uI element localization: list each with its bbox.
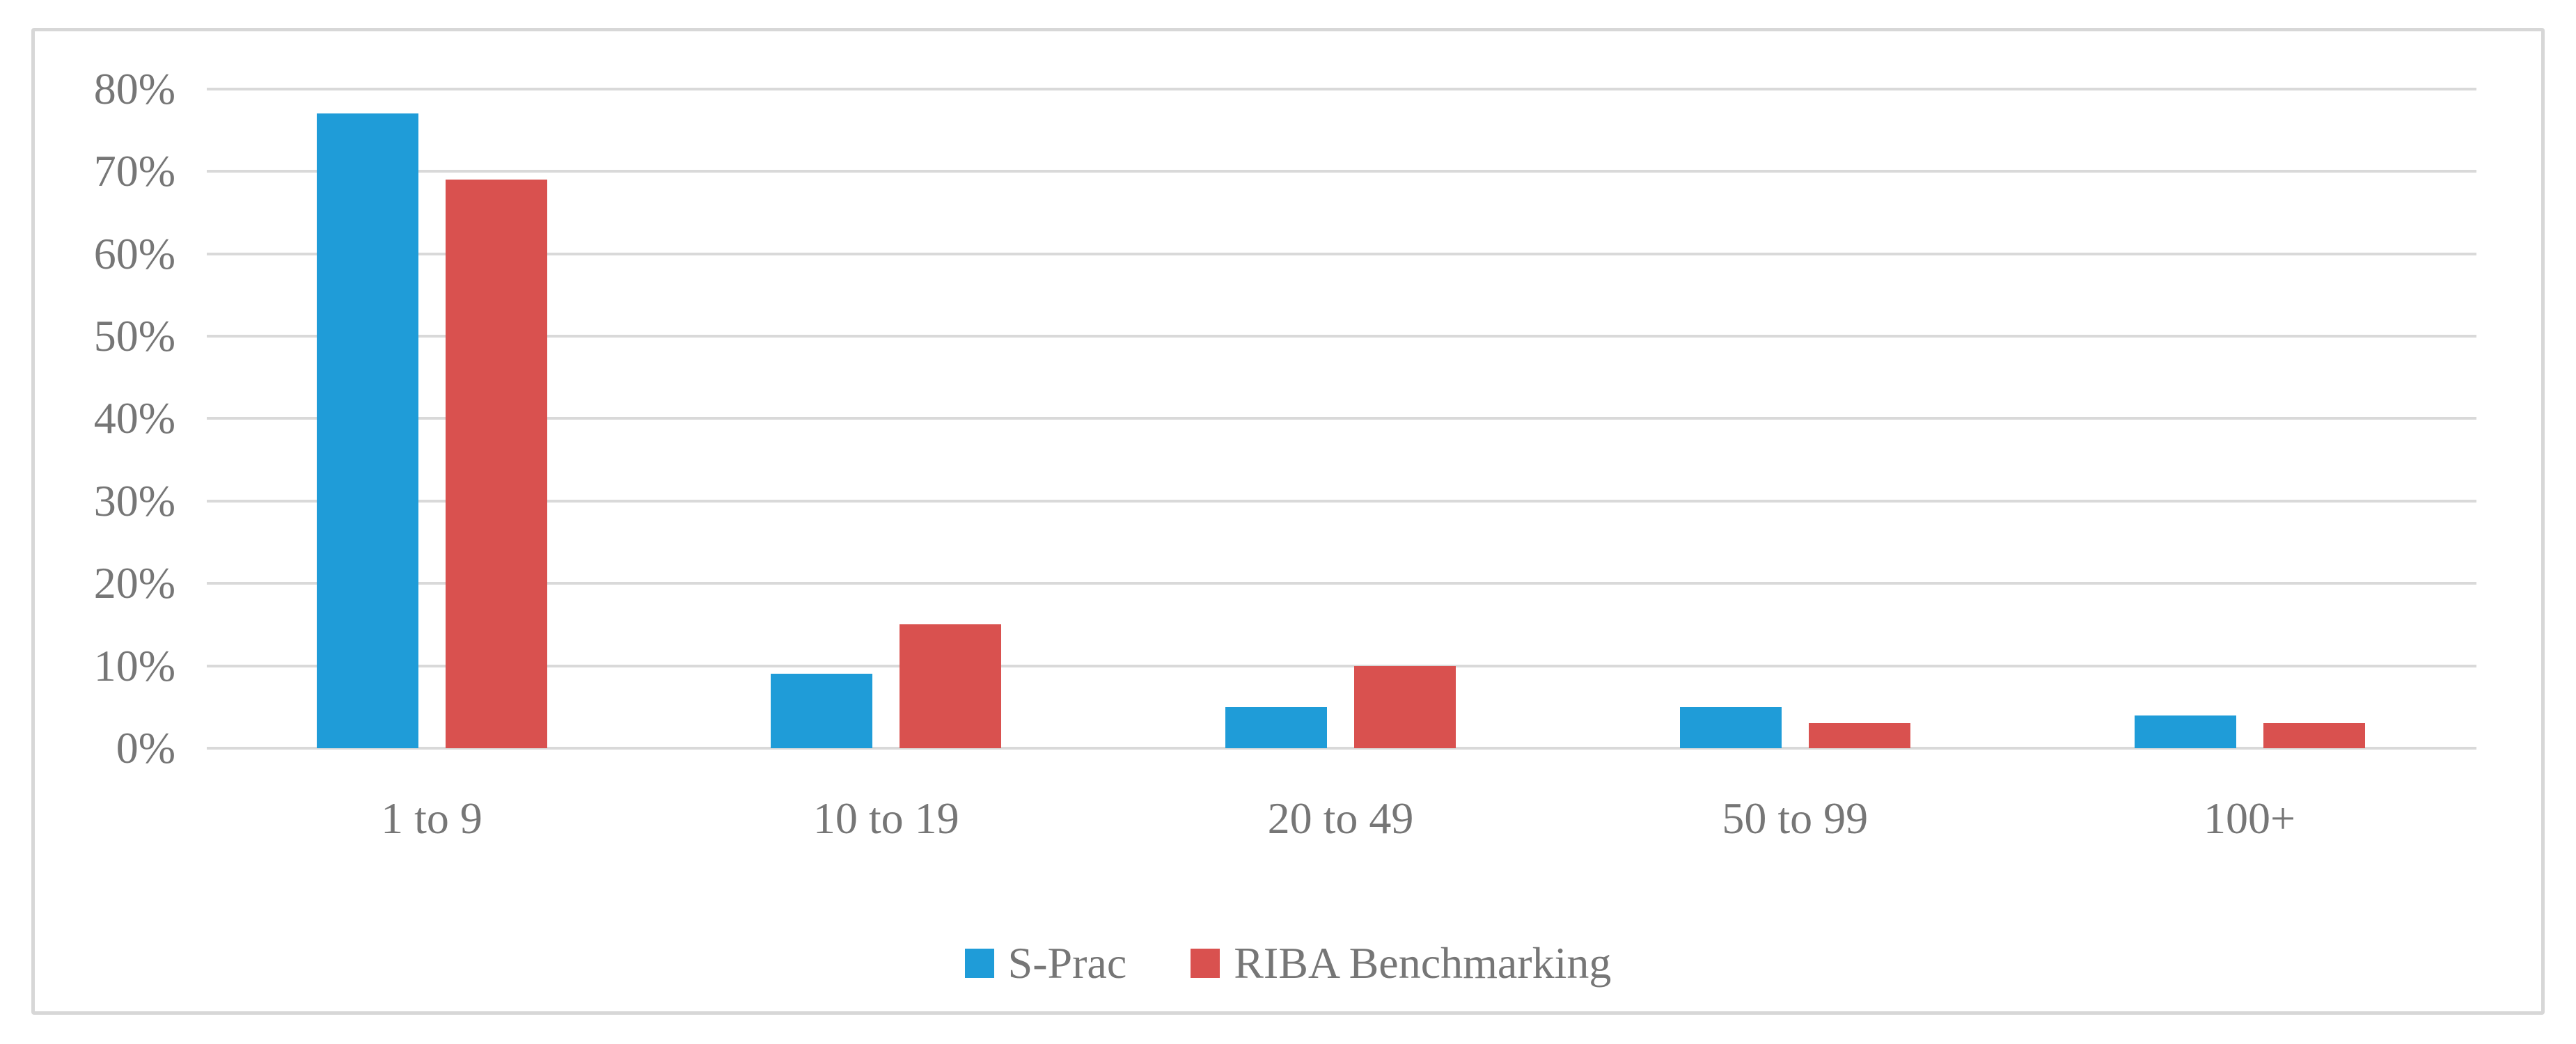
gridline: [207, 417, 2476, 420]
y-tick-label: 0%: [116, 723, 175, 773]
y-tick-label: 60%: [93, 228, 175, 278]
legend-marker-icon: [1191, 949, 1220, 978]
bar-riba-benchmarking-20-to-49: [1354, 665, 1456, 748]
gridline: [207, 582, 2476, 585]
gridline: [207, 335, 2476, 338]
gridline: [207, 170, 2476, 173]
bar-s-prac-100+: [2134, 715, 2236, 748]
bar-s-prac-50-to-99: [1679, 706, 1782, 748]
gridline: [207, 664, 2476, 667]
y-tick-label: 40%: [93, 393, 175, 443]
legend-label: S-Prac: [1007, 938, 1127, 988]
x-axis-label: 1 to 9: [381, 793, 482, 843]
y-tick-label: 10%: [93, 640, 175, 690]
bar-s-prac-10-to-19: [771, 674, 873, 748]
legend-item-s-prac: S-Prac: [964, 938, 1127, 988]
bar-riba-benchmarking-1-to-9: [445, 180, 547, 748]
gridline: [207, 747, 2476, 750]
y-tick-label: 20%: [93, 558, 175, 608]
bar-s-prac-20-to-49: [1225, 706, 1327, 748]
y-tick-label: 30%: [93, 475, 175, 525]
legend-marker-icon: [964, 949, 994, 978]
bar-riba-benchmarking-10-to-19: [900, 624, 1002, 748]
gridline: [207, 499, 2476, 503]
bar-s-prac-1-to-9: [316, 113, 418, 748]
gridline: [207, 252, 2476, 255]
x-axis-label: 50 to 99: [1722, 793, 1869, 843]
legend: S-Prac RIBA Benchmarking: [35, 941, 2541, 986]
chart-figure: 0% 10% 20% 30% 40% 50% 60% 70% 80% 1 to 9 10 to 19…: [31, 28, 2545, 1015]
gridline: [207, 87, 2476, 90]
y-tick-label: 70%: [93, 146, 175, 196]
bar-riba-benchmarking-100+: [2263, 723, 2365, 748]
x-axis-label: 10 to 19: [812, 793, 959, 843]
x-axis-label: 100+: [2203, 793, 2296, 843]
y-tick-label: 80%: [93, 63, 175, 113]
bar-riba-benchmarking-50-to-99: [1808, 723, 1910, 748]
x-axis-label: 20 to 49: [1267, 793, 1414, 843]
legend-label: RIBA Benchmarking: [1234, 938, 1612, 988]
y-tick-label: 50%: [93, 311, 175, 361]
legend-item-riba-benchmarking: RIBA Benchmarking: [1191, 941, 1611, 986]
